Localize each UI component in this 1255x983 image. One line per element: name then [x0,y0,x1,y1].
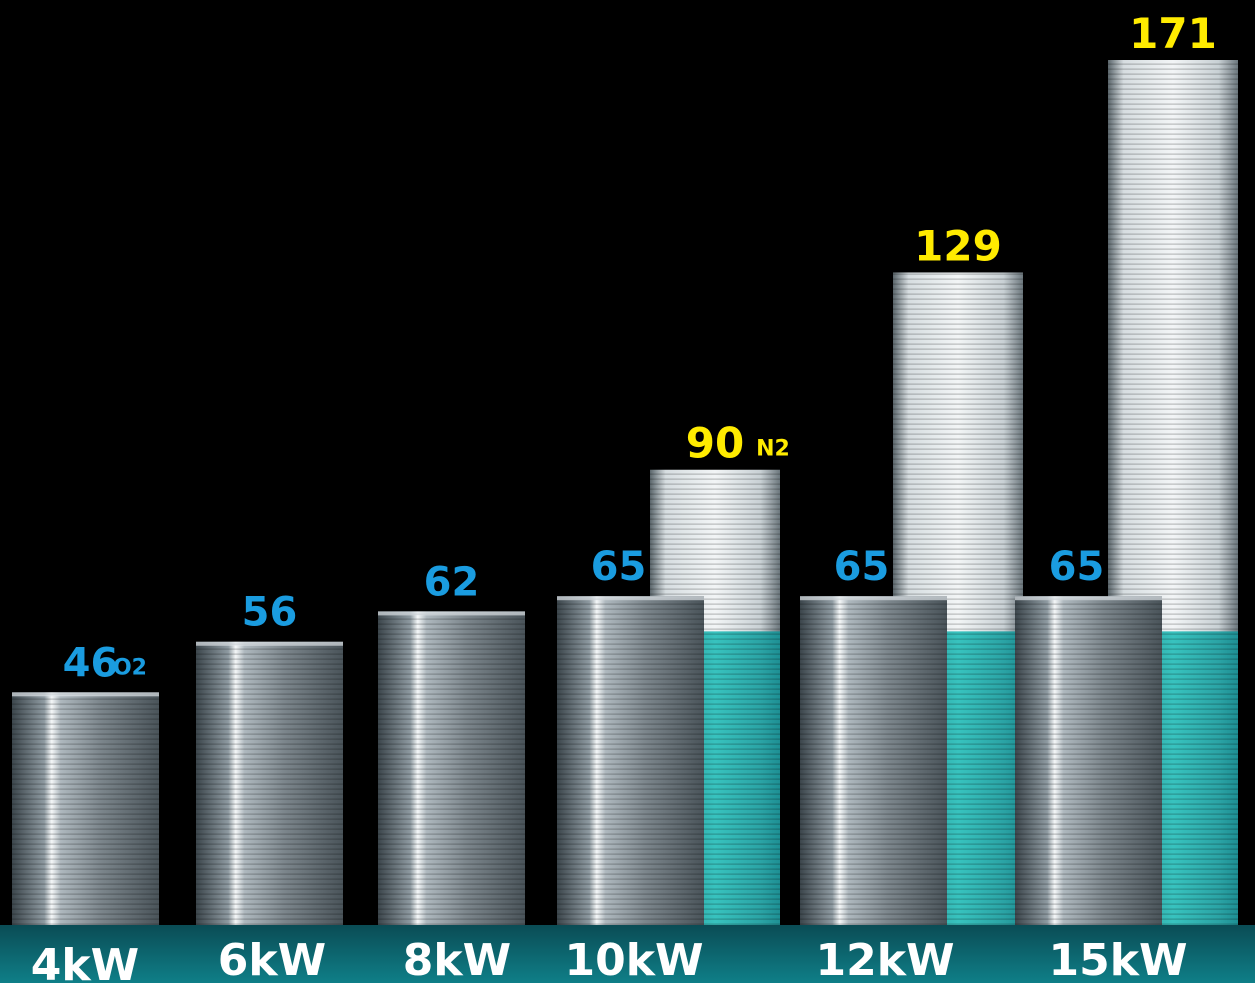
bar-o2-10kW [557,596,704,925]
x-tick-label-8kW: 8kW [403,935,511,983]
x-tick-label-15kW: 15kW [1048,935,1187,983]
x-axis-labels: 4kW 6kW 8kW 10kW 12kW 15kW [31,935,1188,983]
x-tick-label-6kW: 6kW [218,935,326,983]
value-label-o2-10kW: 65 [591,544,647,590]
bar-o2-15kW [1015,596,1162,925]
value-label-n2-12kW: 129 [914,221,1002,270]
value-label-n2-15kW: 171 [1129,9,1217,58]
x-tick-label-4kW: 4kW [31,940,139,983]
value-label-n2-10kW: 90 [686,419,744,468]
bar-o2-4kW [12,692,159,925]
value-label-o2-8kW: 62 [424,559,480,605]
x-tick-label-12kW: 12kW [815,935,954,983]
series-unit-label-o2: O2 [113,655,147,680]
bar-o2-8kW [378,611,525,925]
bar-o2-12kW [800,596,947,925]
value-label-o2-6kW: 56 [242,590,298,636]
value-label-o2-12kW: 65 [834,544,890,590]
series-unit-label-n2: N2 [756,437,790,462]
value-label-o2-15kW: 65 [1049,544,1105,590]
o2-series-layer [12,596,1162,925]
bar-o2-6kW [196,641,343,925]
x-tick-label-10kW: 10kW [564,935,703,983]
floor-band [0,925,1255,983]
value-label-o2-4kW: 46 [63,640,119,686]
